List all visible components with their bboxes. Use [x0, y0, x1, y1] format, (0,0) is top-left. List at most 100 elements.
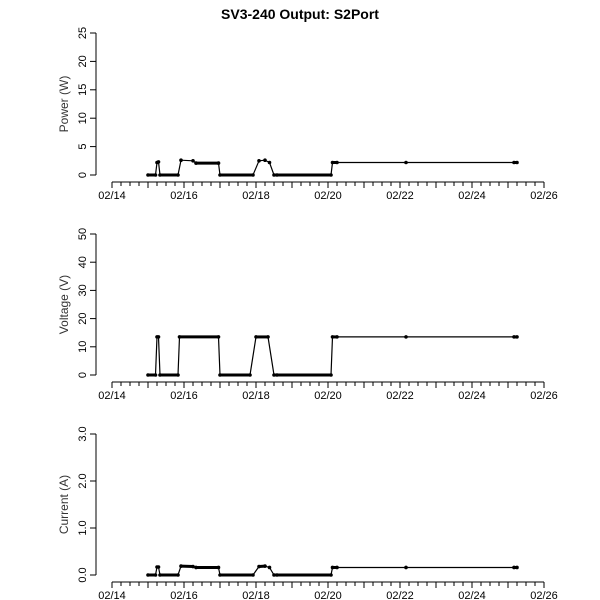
y-tick-label: 20 [77, 312, 89, 324]
data-point [272, 173, 276, 177]
data-point [176, 573, 180, 577]
data-point [404, 565, 408, 570]
x-tick-label: 02/20 [314, 390, 342, 402]
chart-panel-2: 0 10 20 30 40 50 Voltage (V) 02/14 02/16 02/18 02/… [57, 228, 558, 402]
data-point [191, 564, 195, 569]
data-point [272, 373, 276, 377]
data-point [218, 373, 222, 377]
data-point [329, 173, 333, 177]
data-point [515, 160, 519, 165]
x-tick-label: 02/24 [458, 590, 486, 600]
data-point [176, 173, 180, 177]
data-point [146, 173, 150, 177]
data-point [515, 335, 519, 339]
data-point [335, 335, 339, 339]
y-tick-label: 50 [77, 228, 89, 240]
chart-panel-1: 0 5 10 15 20 25 Power (W) 02/14 02/16 02/18 02/20 0… [57, 27, 558, 202]
data-point [257, 159, 261, 163]
data-point [254, 335, 258, 339]
x-tick-label: 02/26 [530, 590, 558, 600]
x-tick-label: 02/14 [98, 390, 126, 402]
data-point [329, 373, 333, 377]
data-point [191, 159, 195, 163]
chart-title: SV3-240 Output: S2Port [221, 6, 379, 22]
data-point [330, 335, 335, 339]
y-tick-label: 15 [77, 84, 89, 96]
data-point [153, 373, 158, 377]
data-point [251, 173, 255, 177]
data-point [404, 335, 408, 339]
data-point [179, 158, 183, 163]
data-point [512, 335, 516, 339]
x-tick-label: 02/20 [314, 590, 342, 600]
data-point [156, 565, 161, 569]
data-point [267, 160, 272, 165]
data-point [146, 573, 150, 577]
y-axis-label: Current (A) [57, 475, 71, 534]
x-tick-label: 02/26 [530, 190, 558, 202]
y-axis-label: Voltage (V) [57, 275, 71, 334]
data-point [275, 373, 279, 377]
data-point [266, 335, 270, 339]
x-tick-label: 02/22 [386, 190, 414, 202]
data-point [251, 573, 255, 577]
x-tick-label: 02/20 [314, 190, 342, 202]
data-point [194, 565, 198, 570]
y-tick-label: 3.0 [77, 426, 89, 441]
y-tick-label: 2.0 [77, 473, 89, 488]
data-point [218, 173, 222, 177]
y-axis-label: Power (W) [57, 76, 71, 133]
y-tick-label: 25 [77, 27, 89, 39]
y-tick-label: 40 [77, 256, 89, 268]
x-tick-label: 02/24 [458, 390, 486, 402]
x-tick-label: 02/22 [386, 390, 414, 402]
data-point [218, 573, 222, 577]
data-point [176, 373, 180, 377]
data-point [156, 335, 161, 339]
data-point [512, 565, 516, 570]
data-point [179, 564, 183, 568]
data-point [153, 173, 158, 177]
data-point [263, 564, 267, 568]
data-point [512, 160, 516, 165]
x-tick-label: 02/18 [242, 590, 270, 600]
data-point [216, 565, 221, 570]
x-tick-label: 02/24 [458, 190, 486, 202]
x-tick-label: 02/16 [170, 190, 198, 202]
y-tick-label: 30 [77, 284, 89, 296]
data-point [275, 173, 279, 177]
data-point [263, 158, 267, 163]
y-tick-label: 0 [77, 372, 89, 378]
data-point [216, 161, 221, 165]
y-tick-label: 1.0 [77, 520, 89, 535]
data-point [404, 160, 408, 165]
data-point [194, 161, 198, 165]
series-line [148, 336, 517, 376]
data-point [515, 565, 519, 570]
y-tick-label: 20 [77, 55, 89, 67]
data-point [275, 573, 279, 577]
data-point [330, 160, 335, 165]
x-tick-label: 02/14 [98, 190, 126, 202]
data-point [329, 573, 333, 577]
data-point [330, 565, 335, 570]
y-tick-label: 0.0 [77, 567, 89, 582]
data-point [267, 565, 272, 570]
data-point [146, 373, 150, 377]
data-point [153, 573, 158, 577]
x-tick-label: 02/16 [170, 590, 198, 600]
data-point [177, 335, 182, 339]
data-point [158, 573, 162, 577]
data-point [335, 160, 339, 165]
data-point [335, 565, 339, 570]
x-tick-label: 02/16 [170, 390, 198, 402]
x-tick-label: 02/22 [386, 590, 414, 600]
x-tick-label: 02/18 [242, 190, 270, 202]
y-tick-label: 0 [77, 172, 89, 178]
y-tick-label: 10 [77, 112, 89, 124]
chart-panel-3: 0.0 1.0 2.0 3.0 Current (A) 02/14 02/16 02/18 02… [57, 426, 558, 600]
y-tick-label: 10 [77, 341, 89, 353]
data-point [156, 160, 161, 164]
